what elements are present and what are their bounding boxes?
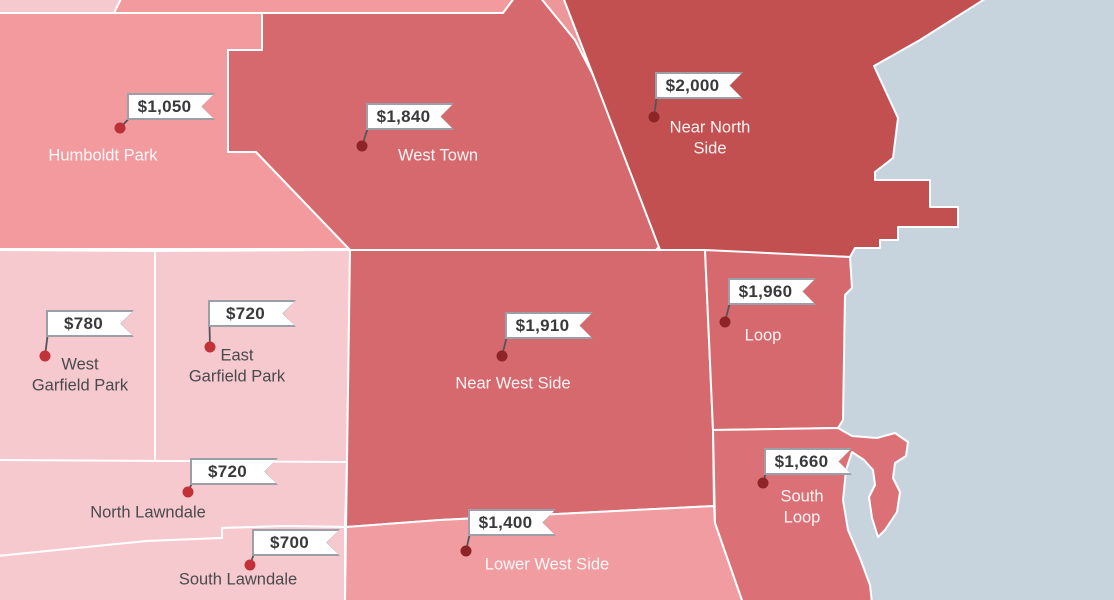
humboldt-park-pin-icon	[114, 122, 126, 134]
near-west-side-price-flag-face: $1,910	[507, 314, 592, 338]
loop-price-flag-face: $1,960	[730, 280, 815, 304]
north-lawndale-label: North Lawndale	[90, 503, 206, 522]
near-north-side-label: Near North Side	[669, 118, 751, 158]
humboldt-park-price: $1,050	[137, 97, 192, 116]
west-garfield-park-pin-icon	[39, 350, 51, 362]
east-garfield-park-label: East Garfield Park	[188, 346, 286, 386]
east-garfield-park-price: $720	[225, 304, 266, 323]
near-north-side-price-flag-face: $2,000	[657, 74, 742, 98]
west-garfield-park-label: West Garfield Park	[31, 355, 129, 395]
west-garfield-park-price-flag: $780	[46, 310, 134, 337]
near-north-side-price-flag: $2,000	[655, 72, 743, 99]
loop-price: $1,960	[738, 282, 793, 301]
region-south-loop	[712, 427, 909, 600]
east-garfield-park-price-flag-face: $720	[210, 302, 295, 326]
humboldt-park-price-flag-face: $1,050	[129, 95, 214, 119]
near-north-side-pin-icon	[648, 111, 660, 123]
loop-label: Loop	[744, 326, 782, 345]
west-town-label: West Town	[397, 146, 479, 165]
lower-west-side-price: $1,400	[478, 513, 533, 532]
lower-west-side-price-flag: $1,400	[468, 509, 556, 536]
south-loop-price-flag: $1,660	[764, 448, 852, 475]
loop-price-flag: $1,960	[728, 278, 816, 305]
near-west-side-pin-icon	[496, 350, 508, 362]
south-loop-label: South Loop	[780, 487, 824, 527]
east-garfield-park-pin-icon	[204, 341, 216, 353]
west-town-pin-icon	[356, 140, 368, 152]
north-lawndale-price-flag: $720	[190, 458, 278, 485]
west-town-price: $1,840	[376, 107, 431, 126]
south-lawndale-label: South Lawndale	[178, 570, 298, 589]
north-lawndale-price-flag-face: $720	[192, 460, 277, 484]
lower-west-side-pin-icon	[460, 545, 472, 557]
near-west-side-price: $1,910	[515, 316, 570, 335]
region-near-north-side	[563, 0, 986, 258]
lower-west-side-label: Lower West Side	[484, 555, 610, 574]
near-west-side-price-flag: $1,910	[505, 312, 593, 339]
loop-pin-icon	[719, 316, 731, 328]
humboldt-park-label: Humboldt Park	[48, 146, 158, 165]
lower-west-side-price-flag-face: $1,400	[470, 511, 555, 535]
north-lawndale-price: $720	[207, 462, 248, 481]
near-north-side-price: $2,000	[665, 76, 720, 95]
south-loop-pin-icon	[757, 477, 769, 489]
south-lawndale-pin-icon	[244, 559, 256, 571]
north-lawndale-pin-icon	[182, 486, 194, 498]
south-loop-price-flag-face: $1,660	[766, 450, 851, 474]
humboldt-park-price-flag: $1,050	[127, 93, 215, 120]
west-town-price-flag: $1,840	[366, 103, 454, 130]
east-garfield-park-price-flag: $720	[208, 300, 296, 327]
west-garfield-park-price-flag-face: $780	[48, 312, 133, 336]
south-lawndale-price-flag: $700	[252, 529, 340, 556]
near-west-side-label: Near West Side	[455, 374, 571, 393]
west-garfield-park-price: $780	[63, 314, 104, 333]
south-loop-price: $1,660	[774, 452, 829, 471]
south-lawndale-price-flag-face: $700	[254, 531, 339, 555]
west-town-price-flag-face: $1,840	[368, 105, 453, 129]
south-lawndale-price: $700	[269, 533, 310, 552]
